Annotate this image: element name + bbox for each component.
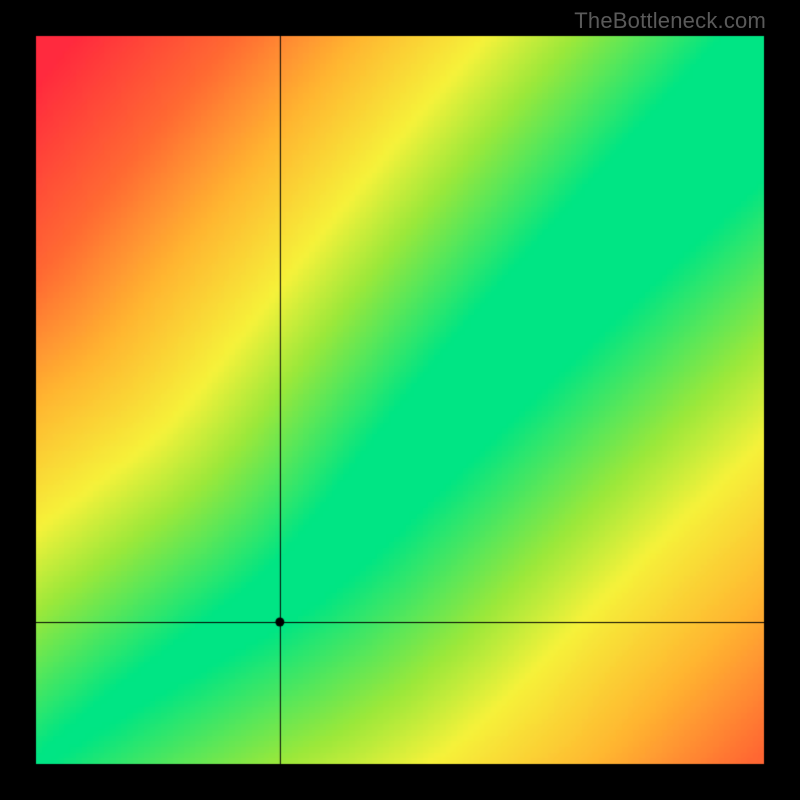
watermark-text: TheBottleneck.com xyxy=(574,8,766,34)
chart-container: TheBottleneck.com xyxy=(0,0,800,800)
bottleneck-heatmap-canvas xyxy=(0,0,800,800)
